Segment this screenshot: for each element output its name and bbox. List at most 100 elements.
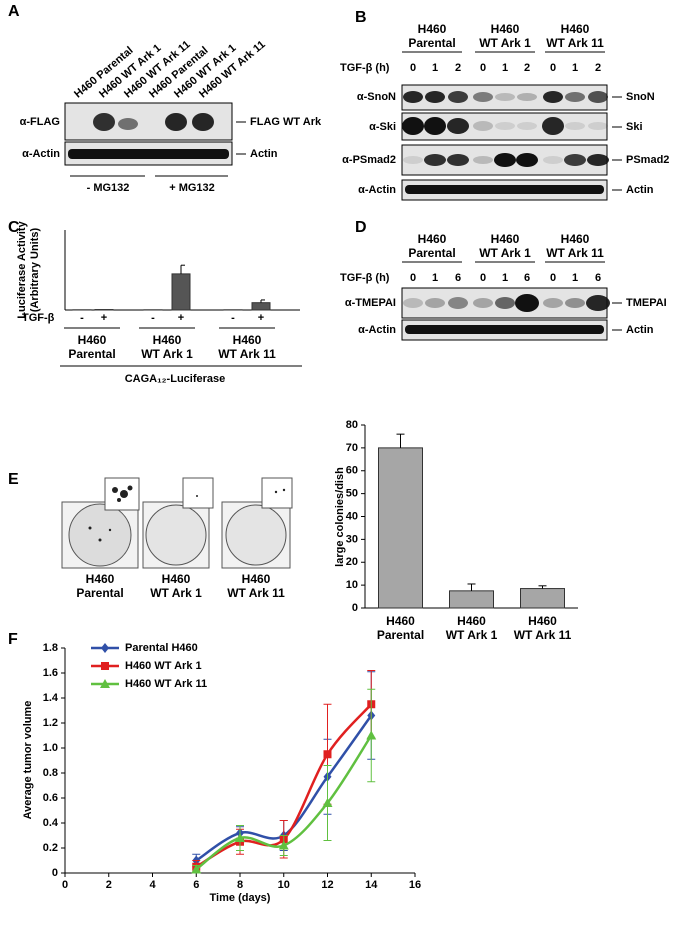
marker (100, 679, 110, 688)
dish (68, 503, 132, 567)
legend-label: H460 WT Ark 1 (125, 660, 202, 672)
dishes (61, 477, 293, 569)
y-tick-label: 30 (346, 533, 358, 545)
y-tick-label: 0.4 (43, 817, 59, 829)
band (473, 156, 493, 164)
time-label: 1 (432, 62, 438, 74)
x-tick-label: 4 (149, 879, 156, 891)
inset (261, 477, 293, 509)
row-label: α-FLAG (20, 116, 60, 128)
x-tick-label: - (80, 312, 84, 324)
x-tick-label: 6 (193, 879, 199, 891)
x-tick-label: H460 Parental (376, 614, 425, 642)
marker (278, 840, 289, 850)
group-label: H460 Parental (68, 333, 116, 361)
band (403, 298, 423, 308)
sample-label: H460 WT Ark 11 (227, 572, 285, 600)
y-tick-label: 40 (346, 510, 358, 522)
marker-label: PSmad2 (626, 154, 669, 166)
sample-label: H460 WT Ark 1 (150, 572, 202, 600)
band (448, 297, 468, 309)
y-tick-label: 10 (346, 579, 358, 591)
bar (251, 302, 271, 311)
band (93, 113, 115, 131)
band (587, 154, 609, 166)
time-label: 0 (480, 272, 486, 284)
marker (101, 662, 109, 670)
colony (112, 487, 118, 493)
time-label: 2 (524, 62, 530, 74)
y-tick-label: 0.8 (43, 767, 58, 779)
time-label: 6 (595, 272, 601, 284)
group-label: H460 WT Ark 11 (218, 333, 276, 361)
dish (225, 504, 287, 566)
row-label: α-PSmad2 (342, 154, 396, 166)
marker-label: Ski (626, 121, 643, 133)
time-label: 1 (502, 272, 508, 284)
time-label: 2 (595, 62, 601, 74)
legend-label: Parental H460 (125, 642, 198, 654)
band (425, 298, 445, 308)
panel-letter: B (355, 9, 367, 26)
colony (196, 495, 198, 497)
band (448, 91, 468, 103)
time-label: 0 (410, 62, 416, 74)
x-tick-label: + (178, 312, 184, 324)
marker-label: SnoN (626, 91, 655, 103)
band (425, 91, 445, 103)
inset (182, 477, 214, 509)
band (447, 154, 469, 166)
band (192, 113, 214, 131)
dish (145, 504, 207, 566)
band (68, 149, 229, 159)
x-axis-label: Time (days) (210, 892, 271, 904)
band (473, 121, 493, 131)
group-label: + MG132 (169, 182, 215, 194)
band (543, 156, 563, 164)
marker (235, 833, 245, 842)
panel-letter: D (355, 219, 367, 236)
marker-label: Actin (626, 184, 654, 196)
marker-label: FLAG WT Ark (250, 116, 322, 128)
group-label: H460 Parental (408, 232, 456, 260)
x-tick-label: 8 (237, 879, 243, 891)
group-label: H460 WT Ark 1 (479, 232, 531, 260)
bar (520, 588, 565, 609)
marker (191, 864, 202, 874)
marker (323, 750, 332, 759)
colony (117, 498, 121, 502)
band (165, 113, 187, 131)
colony (98, 538, 102, 542)
row-label: α-Actin (22, 148, 60, 160)
bar (449, 590, 494, 609)
marker (322, 798, 333, 807)
y-tick-label: 1.8 (43, 642, 58, 654)
band (565, 92, 585, 102)
colony (274, 490, 278, 494)
band (494, 153, 516, 167)
colony (120, 490, 128, 498)
y-axis-label: (Arbitrary Units) (29, 227, 41, 312)
treatment-label: TGF-β (h) (340, 272, 390, 284)
band (588, 122, 608, 130)
treatment-label: TGF-β (h) (340, 62, 390, 74)
time-label: 6 (524, 272, 530, 284)
band (586, 295, 610, 311)
time-label: 1 (572, 62, 578, 74)
group-label: H460 WT Ark 1 (479, 22, 531, 50)
marker (101, 643, 109, 653)
band (588, 91, 608, 103)
band (495, 93, 515, 101)
time-label: 1 (572, 272, 578, 284)
bar (378, 447, 423, 609)
colony (127, 485, 133, 491)
band (447, 118, 469, 134)
bar (171, 273, 191, 311)
band (403, 91, 423, 103)
band (473, 92, 493, 102)
colony (282, 488, 286, 492)
band (565, 122, 585, 130)
group-label: H460 WT Ark 11 (546, 232, 604, 260)
x-tick-label: 0 (62, 879, 68, 891)
band (473, 298, 493, 308)
